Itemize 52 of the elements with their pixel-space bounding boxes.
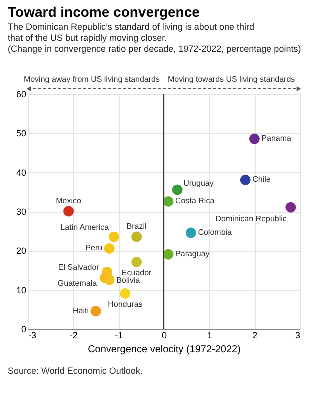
x-tick-label: 1 <box>207 330 212 340</box>
point <box>90 306 102 317</box>
point <box>163 249 174 260</box>
y-tick-label: 60 <box>16 90 26 100</box>
x-tick-label: 2 <box>252 330 258 340</box>
series-label: Brazil <box>126 222 148 231</box>
series-label: Paraguay <box>176 250 210 259</box>
x-tick-label: -2 <box>70 330 78 340</box>
chart-subtitle: The Dominican Republic’s standard of living is about one third that of the US but rapidly moving closer. <box>8 22 254 43</box>
point <box>104 274 115 286</box>
y-tick-label: 40 <box>16 168 26 178</box>
x-tick-label: 3 <box>295 330 300 340</box>
series-label: Honduras <box>108 300 143 309</box>
series-label: Latin America <box>60 222 110 232</box>
series-label: Guatemala <box>58 279 98 288</box>
x-tick-label: -1 <box>115 330 124 340</box>
point <box>249 134 260 144</box>
series-label: Haiti <box>72 306 90 316</box>
text: Moving away from US living standards <box>24 75 160 84</box>
point <box>286 202 296 213</box>
point <box>132 232 142 242</box>
series-label: Panama <box>262 134 292 144</box>
series-label: Dominican Republic <box>216 214 287 224</box>
chart-title: Toward income convergence <box>8 4 200 20</box>
x-tick-label: -3 <box>28 330 37 340</box>
point <box>108 232 120 242</box>
source-note: Source: World Economic Outlook. <box>8 366 143 376</box>
text: (Change in convergence ratio per decade, 1972-2022, percentage points) <box>8 44 302 54</box>
point <box>172 184 183 196</box>
text: Moving towards US living standards <box>168 75 296 84</box>
series-label: Chile <box>252 175 272 184</box>
y-tick-label: 20 <box>16 246 26 256</box>
y-tick-label: 10 <box>16 285 26 296</box>
point <box>120 288 131 299</box>
point <box>64 206 74 217</box>
y-tick-label: 50 <box>16 128 26 139</box>
series-label: Uruguay <box>184 178 214 188</box>
series-label: El Salvador <box>58 263 100 272</box>
point <box>240 174 251 186</box>
x-axis-title: Convergence velocity (1972-2022) <box>88 344 241 356</box>
series-label: Ecuador <box>122 268 152 278</box>
series-label: Mexico <box>56 196 82 206</box>
y-tick-label: 30 <box>16 207 26 217</box>
series-label: Bolivia <box>116 276 141 286</box>
point <box>163 196 174 207</box>
point <box>186 228 196 238</box>
series-label: Colombia <box>198 228 233 238</box>
point <box>104 243 115 254</box>
series-label: Costa Rica <box>176 196 216 206</box>
point <box>132 257 142 268</box>
series-label: Peru <box>86 244 103 253</box>
x-tick-label: 0 <box>162 330 168 340</box>
